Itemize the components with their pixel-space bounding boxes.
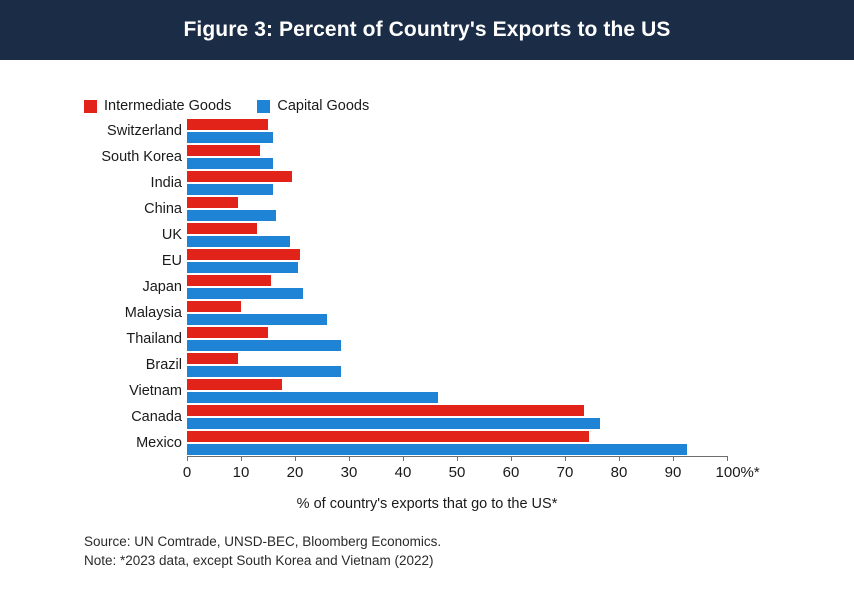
- y-axis-label-japan: Japan: [142, 279, 182, 295]
- legend-item-capital-goods: Capital Goods: [257, 98, 369, 114]
- bar-intermediate-mexico: [187, 431, 590, 442]
- bar-intermediate-japan: [187, 275, 271, 286]
- y-axis-label-canada: Canada: [131, 409, 182, 425]
- y-axis-label-uk: UK: [161, 227, 182, 243]
- y-axis-label-india: India: [150, 175, 182, 191]
- x-tick-label-100: 100%*: [715, 464, 760, 481]
- bar-capital-eu: [187, 262, 298, 273]
- data-note: Note: *2023 data, except South Korea and…: [84, 553, 434, 568]
- x-tick-label-20: 20: [286, 464, 304, 481]
- chart-legend: Intermediate Goods Capital Goods: [84, 98, 369, 114]
- bar-intermediate-brazil: [187, 353, 239, 364]
- bar-intermediate-uk: [187, 223, 258, 234]
- source-note: Source: UN Comtrade, UNSD-BEC, Bloomberg…: [84, 534, 442, 549]
- x-tick-100: [727, 456, 728, 461]
- bar-intermediate-switzerland: [187, 119, 268, 130]
- x-axis-title: % of country's exports that go to the US…: [296, 496, 558, 512]
- page-title: Figure 3: Percent of Country's Exports t…: [183, 18, 671, 41]
- bar-capital-india: [187, 184, 274, 195]
- bar-capital-uk: [187, 236, 290, 247]
- x-tick-90: [673, 456, 674, 461]
- bar-capital-malaysia: [187, 314, 328, 325]
- bar-intermediate-south-korea: [187, 145, 260, 156]
- x-tick-70: [565, 456, 566, 461]
- bar-intermediate-malaysia: [187, 301, 241, 312]
- legend-label-capital: Capital Goods: [277, 98, 370, 114]
- bar-capital-thailand: [187, 340, 341, 351]
- y-axis-label-switzerland: Switzerland: [107, 123, 182, 139]
- legend-swatch-capital-icon: [257, 99, 271, 113]
- bar-capital-japan: [187, 288, 304, 299]
- legend-item-intermediate-goods: Intermediate Goods: [84, 98, 231, 114]
- bar-intermediate-vietnam: [187, 379, 282, 390]
- bar-intermediate-thailand: [187, 327, 268, 338]
- y-axis-label-vietnam: Vietnam: [129, 383, 182, 399]
- x-tick-label-0: 0: [182, 464, 192, 481]
- y-axis-category-labels: Switzerland South Korea India China UK EU Japa…: [70, 118, 182, 456]
- bar-capital-canada: [187, 418, 601, 429]
- x-tick-label-10: 10: [232, 464, 250, 481]
- bar-capital-mexico: [187, 444, 687, 455]
- x-tick-40: [403, 456, 404, 461]
- x-tick-label-30: 30: [340, 464, 358, 481]
- bar-intermediate-china: [187, 197, 239, 208]
- bar-capital-vietnam: [187, 392, 439, 403]
- x-tick-label-70: 70: [556, 464, 574, 481]
- x-tick-50: [457, 456, 458, 461]
- bar-capital-south-korea: [187, 158, 274, 169]
- bar-intermediate-india: [187, 171, 293, 182]
- x-tick-label-90: 90: [664, 464, 682, 481]
- x-tick-20: [295, 456, 296, 461]
- y-axis-label-south-korea: South Korea: [101, 149, 182, 165]
- x-tick-0: [187, 456, 188, 461]
- x-tick-60: [511, 456, 512, 461]
- y-axis-label-china: China: [144, 201, 182, 217]
- x-tick-label-50: 50: [448, 464, 466, 481]
- x-tick-10: [241, 456, 242, 461]
- y-axis-label-thailand: Thailand: [126, 331, 182, 347]
- bar-capital-switzerland: [187, 132, 274, 143]
- bar-capital-brazil: [187, 366, 341, 377]
- bar-intermediate-eu: [187, 249, 301, 260]
- legend-label-intermediate: Intermediate Goods: [104, 98, 232, 114]
- footnotes: Source: UN Comtrade, UNSD-BEC, Bloomberg…: [84, 532, 441, 570]
- y-axis-label-eu: EU: [161, 253, 182, 269]
- legend-swatch-intermediate-icon: [84, 99, 97, 113]
- bar-intermediate-canada: [187, 405, 584, 416]
- plot-area: Switzerland South Korea India China UK EU Japa…: [0, 118, 854, 463]
- y-axis-label-brazil: Brazil: [145, 357, 182, 373]
- x-tick-80: [619, 456, 620, 461]
- y-axis-label-mexico: Mexico: [136, 435, 182, 451]
- bars-container: [187, 118, 771, 456]
- bar-capital-china: [187, 210, 277, 221]
- x-tick-label-40: 40: [394, 464, 412, 481]
- x-tick-label-60: 60: [502, 464, 520, 481]
- figure-title-banner: Figure 3: Percent of Country's Exports t…: [0, 0, 854, 60]
- x-tick-label-80: 80: [610, 464, 628, 481]
- y-axis-label-malaysia: Malaysia: [124, 305, 182, 321]
- x-tick-30: [349, 456, 350, 461]
